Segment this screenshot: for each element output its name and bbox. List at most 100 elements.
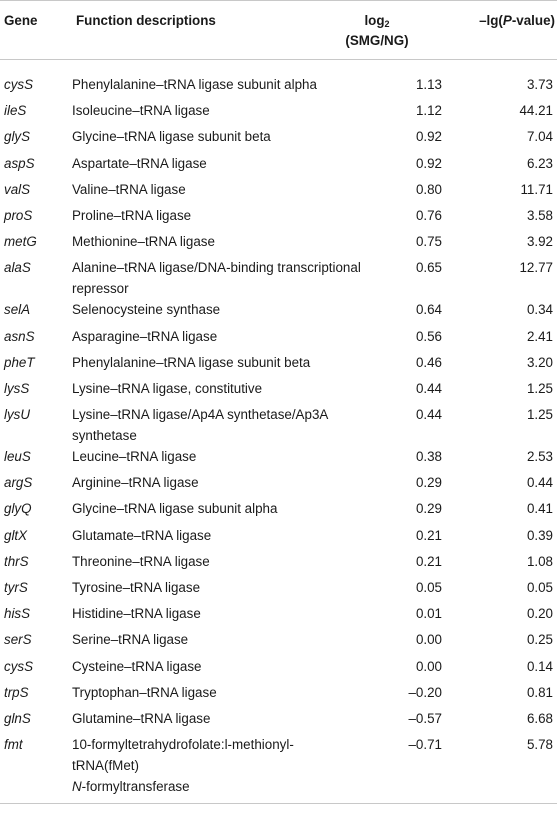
log2-cell: 0.76	[415, 207, 442, 223]
function-cell: Phenylalanine–tRNA ligase subunit alpha	[72, 77, 317, 92]
table-row: thrS Threonine–tRNA ligase 0.21 1.08	[0, 551, 557, 577]
table-row: proS Proline–tRNA ligase 0.76 3.58	[0, 205, 557, 231]
log2-cell: –0.57	[408, 710, 442, 726]
pvalue-cell: 6.23	[526, 155, 553, 171]
gene-cell: glyS	[4, 129, 31, 145]
pvalue-cell: 0.25	[526, 632, 553, 648]
function-cell: 10-formyltetrahydrofolate:l-methionyl-tR…	[72, 734, 362, 797]
log2-cell: 0.21	[415, 527, 442, 543]
header-log2-ratio: (SMG/NG)	[345, 33, 409, 48]
function-cell: Threonine–tRNA ligase	[72, 553, 210, 569]
log2-cell: 0.38	[415, 449, 442, 465]
table-row: glyS Glycine–tRNA ligase subunit beta 0.92…	[0, 126, 557, 152]
pvalue-cell: 5.78	[526, 737, 553, 753]
gene-cell: glyQ	[4, 501, 32, 517]
table-row: fmt 10-formyltetrahydrofolate:l-methionyl…	[0, 734, 557, 797]
log2-cell: 1.13	[415, 77, 442, 92]
header-gene: Gene	[4, 13, 38, 28]
gene-cell: asnS	[4, 328, 35, 344]
log2-cell: –0.20	[408, 684, 442, 700]
table-row: metG Methionine–tRNA ligase 0.75 3.92	[0, 231, 557, 257]
table-row: ileS Isoleucine–tRNA ligase 1.12 44.21	[0, 100, 557, 126]
pvalue-cell: 1.25	[526, 407, 553, 423]
function-cell: Histidine–tRNA ligase	[72, 606, 201, 622]
gene-table: Gene Function descriptions log2 (SMG/NG)…	[0, 0, 557, 805]
pvalue-cell: 3.58	[526, 207, 553, 223]
gene-cell: fmt	[4, 737, 23, 753]
gene-cell: cysS	[4, 658, 34, 674]
table-body: cysS Phenylalanine–tRNA ligase subunit al…	[0, 60, 557, 805]
function-cell: Leucine–tRNA ligase	[72, 449, 197, 465]
table-row: cysS Phenylalanine–tRNA ligase subunit al…	[0, 74, 557, 100]
pvalue-cell: 0.20	[526, 606, 553, 622]
pvalue-cell: 44.21	[519, 103, 553, 119]
function-cell: Glycine–tRNA ligase subunit beta	[72, 129, 271, 145]
function-cell: Isoleucine–tRNA ligase	[72, 103, 210, 119]
gene-cell: gltX	[4, 527, 28, 543]
function-cell: Alanine–tRNA ligase/DNA-binding transcri…	[72, 260, 361, 297]
gene-cell: metG	[4, 234, 37, 250]
pvalue-cell: 0.34	[526, 302, 553, 318]
gene-cell: argS	[4, 475, 33, 491]
table-row: aspS Aspartate–tRNA ligase 0.92 6.23	[0, 153, 557, 179]
table-row: hisS Histidine–tRNA ligase 0.01 0.20	[0, 603, 557, 629]
header-log2: log2	[364, 13, 390, 29]
function-line: 10-formyltetrahydrofolate:l-methionyl-	[72, 737, 294, 753]
log2-cell: 0.92	[415, 155, 442, 171]
log2-cell: 0.44	[415, 407, 442, 423]
function-cell: Lysine–tRNA ligase/Ap4A synthetase/Ap3A …	[72, 407, 328, 444]
log2-cell: 0.75	[415, 234, 442, 250]
function-cell: Valine–tRNA ligase	[72, 181, 186, 197]
table-row: selA Selenocysteine synthase 0.64 0.34	[0, 299, 557, 325]
gene-cell: lysU	[4, 407, 31, 423]
pvalue-cell: 3.73	[526, 77, 553, 92]
log2-cell: 0.00	[415, 658, 442, 674]
gene-cell: alaS	[4, 260, 31, 276]
log2-cell: 0.80	[415, 181, 442, 197]
function-line: tRNA(fMet)	[72, 758, 139, 774]
log2-cell: 0.05	[415, 580, 442, 595]
pvalue-cell: 1.08	[526, 553, 553, 569]
table-row: trpS Tryptophan–tRNA ligase –0.20 0.81	[0, 682, 557, 708]
header-pvalue: –lg(P-value)	[479, 13, 555, 28]
pvalue-cell: 0.14	[526, 658, 553, 674]
gene-cell: ileS	[4, 103, 27, 119]
gene-cell: hisS	[4, 606, 31, 622]
table-row: valS Valine–tRNA ligase 0.80 11.71	[0, 179, 557, 205]
log2-cell: 0.64	[415, 302, 442, 318]
function-cell: Aspartate–tRNA ligase	[72, 155, 207, 171]
pvalue-cell: 0.81	[526, 684, 553, 700]
log2-cell: 0.00	[415, 632, 442, 648]
log2-cell: 0.29	[415, 475, 442, 491]
gene-cell: serS	[4, 632, 32, 648]
function-cell: Tryptophan–tRNA ligase	[72, 684, 217, 700]
log2-cell: 0.21	[415, 553, 442, 569]
table-row: tyrS Tyrosine–tRNA ligase 0.05 0.05	[0, 577, 557, 603]
gene-cell: selA	[4, 302, 31, 318]
function-cell: Asparagine–tRNA ligase	[72, 328, 218, 344]
table-row: leuS Leucine–tRNA ligase 0.38 2.53	[0, 446, 557, 472]
gene-cell: lysS	[4, 380, 30, 396]
table-row: argS Arginine–tRNA ligase 0.29 0.44	[0, 472, 557, 498]
gene-cell: proS	[4, 207, 33, 223]
function-cell: Tyrosine–tRNA ligase	[72, 580, 201, 595]
log2-cell: 0.01	[415, 606, 442, 622]
log2-cell: –0.71	[408, 737, 442, 753]
table-row: serS Serine–tRNA ligase 0.00 0.25	[0, 629, 557, 655]
table-row: lysS Lysine–tRNA ligase, constitutive 0.44…	[0, 378, 557, 404]
gene-cell: pheT	[4, 354, 35, 370]
log2-cell: 0.65	[415, 260, 442, 276]
table-row: gltX Glutamate–tRNA ligase 0.21 0.39	[0, 525, 557, 551]
gene-cell: trpS	[4, 684, 29, 700]
function-cell: Glutamine–tRNA ligase	[72, 710, 211, 726]
gene-cell: glnS	[4, 710, 31, 726]
gene-cell: valS	[4, 181, 31, 197]
pvalue-cell: 3.20	[526, 354, 553, 370]
pvalue-cell: 3.92	[526, 234, 553, 250]
log2-cell: 0.29	[415, 501, 442, 517]
pvalue-cell: 0.05	[526, 580, 553, 595]
gene-cell: aspS	[4, 155, 35, 171]
pvalue-cell: 12.77	[519, 260, 553, 276]
function-cell: Arginine–tRNA ligase	[72, 475, 199, 491]
table-row: asnS Asparagine–tRNA ligase 0.56 2.41	[0, 326, 557, 352]
